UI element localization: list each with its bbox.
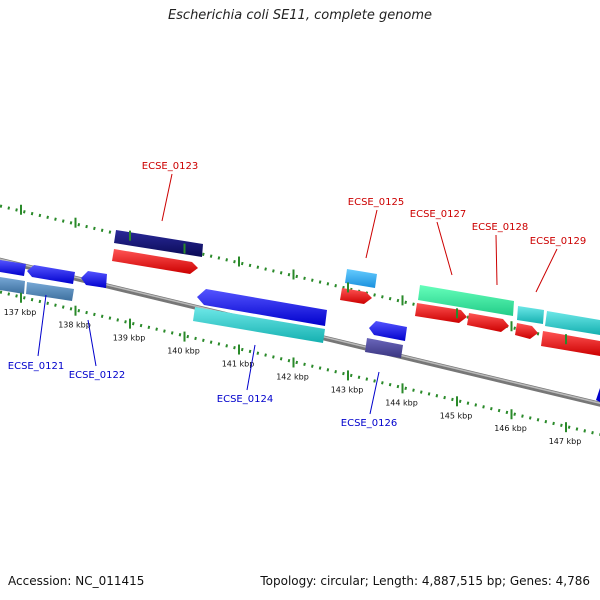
gene-label: ECSE_0123 — [142, 161, 198, 172]
feature-left-steel-b — [26, 282, 74, 301]
gene-label: ECSE_0128 — [472, 222, 528, 233]
feature-left-steel-a — [0, 277, 25, 294]
gene-label: ECSE_0124 — [217, 394, 273, 405]
feature-ecse-0122 — [81, 271, 107, 288]
feature-ecse-0127 — [415, 303, 467, 323]
feature-ecse-0123 — [112, 249, 198, 274]
gene-leader-line — [436, 221, 453, 276]
tick-label: 137 kbp — [4, 308, 37, 317]
feature-ecse-0129 — [515, 323, 538, 339]
feature-ecse-0124 — [197, 289, 327, 326]
tick-label: 141 kbp — [222, 360, 255, 369]
gene-label: ECSE_0122 — [69, 370, 125, 381]
feature-ecse-0129-upper — [545, 311, 600, 335]
tick-layer: 137 kbp 138 kbp 139 kbp 140 kbp 141 kbp 142 k… — [4, 204, 582, 446]
feature-ecse-0128 — [467, 313, 509, 332]
feature-left-blue-a — [0, 260, 26, 276]
gene-leader-line — [535, 248, 558, 293]
gene-leader-line — [369, 371, 380, 415]
ruler-bottom-dots — [0, 290, 600, 436]
feature-right-edge — [596, 388, 600, 402]
feature-ecse-0129-b — [541, 331, 600, 356]
feature-ecse-0123-upper — [114, 230, 203, 257]
ruler-bottom — [0, 290, 600, 436]
tick-label: 144 kbp — [385, 398, 418, 407]
feature-ecse-0124-lower — [193, 307, 325, 343]
tick-label: 139 kbp — [113, 334, 146, 343]
feature-ecse-0121 — [27, 265, 75, 284]
gene-label: ECSE_0125 — [348, 197, 404, 208]
gene-label: ECSE_0129 — [530, 236, 586, 247]
gene-leader-line — [495, 234, 498, 286]
genome-summary-text: Topology: circular; Length: 4,887,515 bp… — [260, 574, 590, 588]
map-title: Escherichia coli SE11, complete genome — [167, 8, 433, 23]
gene-leader-line — [365, 209, 378, 259]
tick-label: 142 kbp — [276, 372, 309, 381]
gene-leader-line — [37, 294, 47, 357]
feature-ecse-0126 — [369, 321, 407, 341]
gene-label: ECSE_0126 — [341, 418, 397, 429]
gene-leader-line — [87, 319, 97, 367]
feature-ecse-0125 — [340, 288, 372, 304]
tick-label: 140 kbp — [167, 347, 200, 356]
tick-label: 138 kbp — [58, 321, 91, 330]
tick-label: 145 kbp — [440, 411, 473, 420]
gene-label: ECSE_0121 — [8, 361, 64, 372]
gene-leader-line — [246, 344, 256, 391]
tick-label: 147 kbp — [549, 437, 582, 446]
accession-text: Accession: NC_011415 — [8, 574, 145, 588]
label-layer: ECSE_0121 ECSE_0122 ECSE_0123 ECSE_0124 ECSE… — [8, 161, 586, 429]
tick-label: 146 kbp — [494, 424, 527, 433]
gene-features — [0, 230, 600, 402]
feature-ecse-0128-upper — [517, 306, 544, 324]
gene-leader-line — [161, 173, 173, 222]
feature-ecse-0127-upper — [418, 285, 514, 316]
feature-ecse-0126-lower — [365, 338, 403, 358]
gene-label: ECSE_0127 — [410, 209, 466, 220]
tick-label: 143 kbp — [331, 385, 364, 394]
feature-ecse-0125-upper — [345, 269, 377, 288]
